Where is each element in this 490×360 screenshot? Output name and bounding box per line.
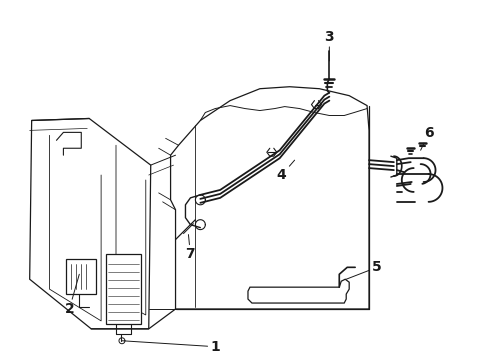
Polygon shape [66,260,96,294]
Polygon shape [30,118,151,329]
Text: 7: 7 [186,235,195,261]
Text: 1: 1 [122,340,220,354]
Polygon shape [248,279,349,303]
Text: 2: 2 [65,274,79,316]
Text: 3: 3 [324,30,334,61]
Text: 5: 5 [346,260,382,279]
Polygon shape [171,87,369,309]
Polygon shape [106,255,141,324]
Text: 6: 6 [420,126,433,150]
Text: 4: 4 [277,160,294,182]
